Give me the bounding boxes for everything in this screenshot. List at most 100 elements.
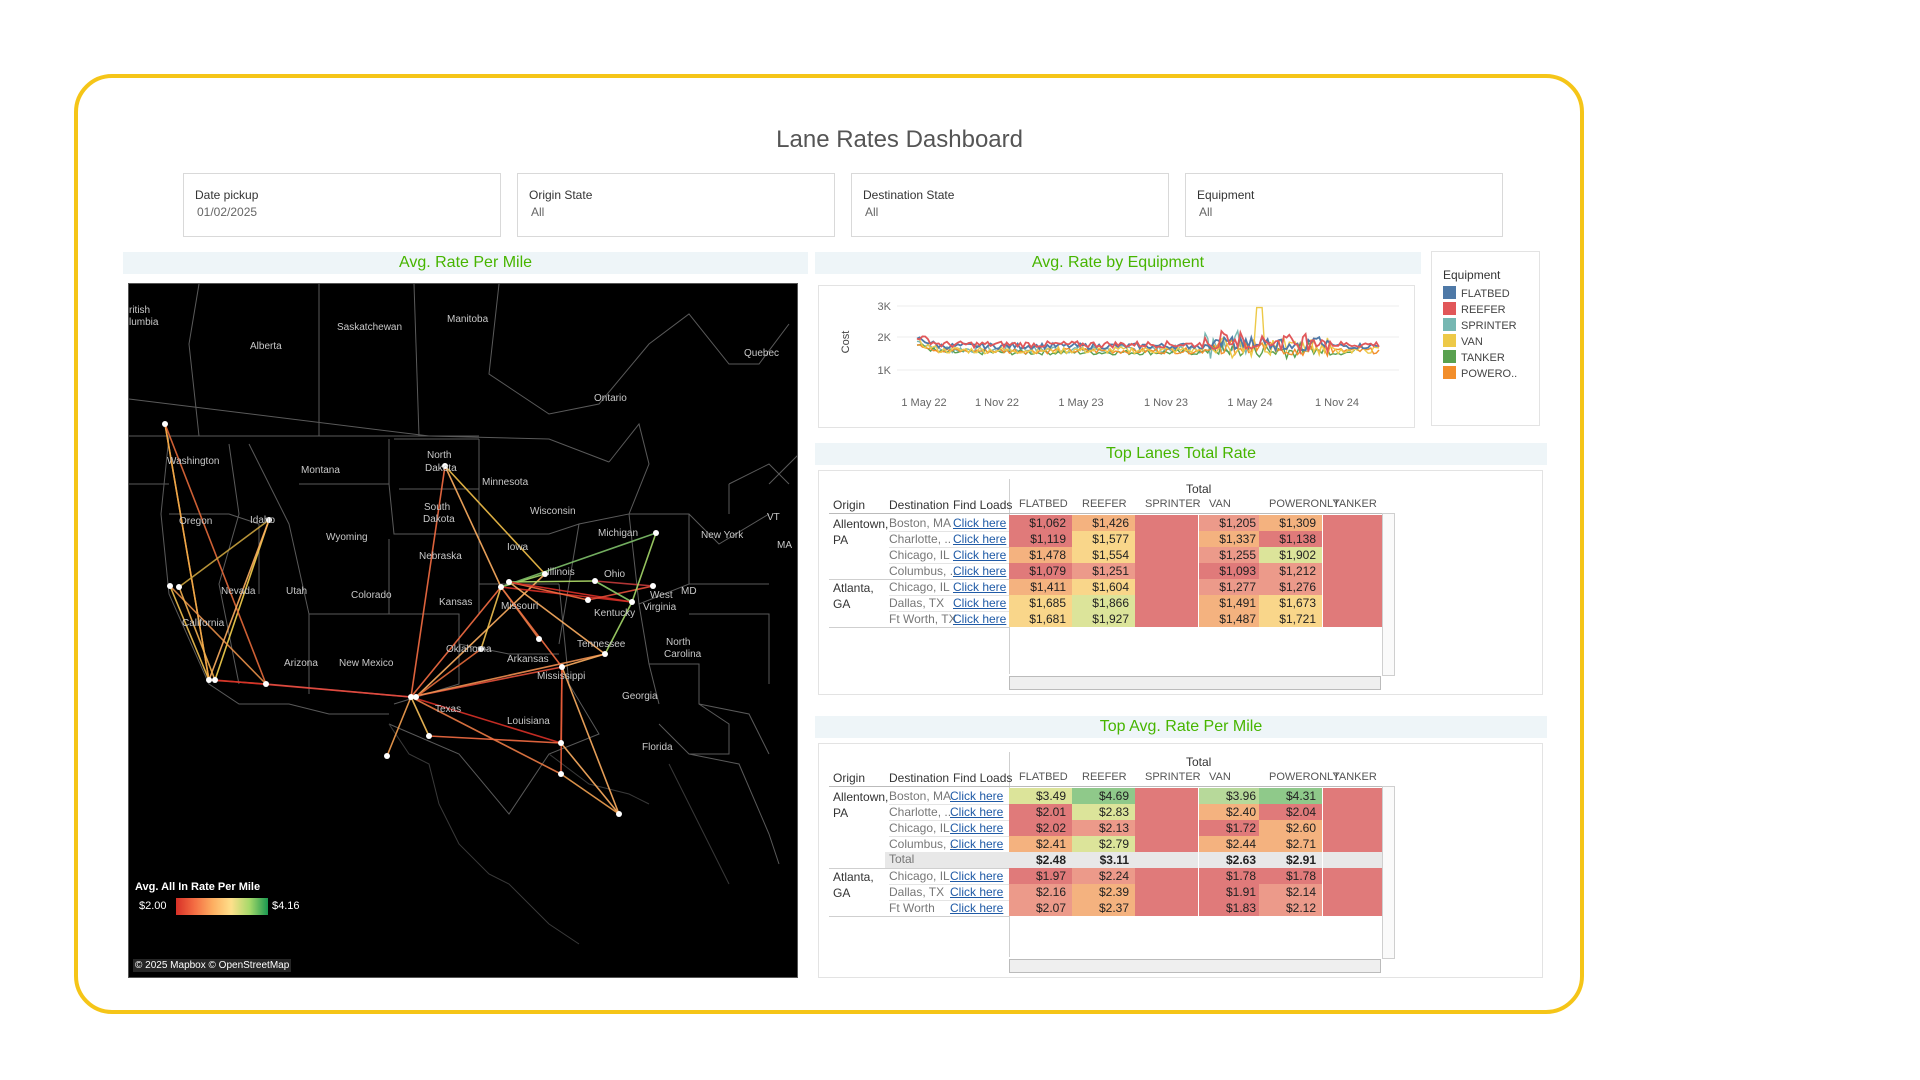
find-loads-link[interactable]: Click here <box>953 612 1007 626</box>
rate-cell[interactable]: $1.72 <box>1199 820 1262 836</box>
rate-cell[interactable]: $1,138 <box>1259 531 1322 547</box>
rate-cell[interactable]: $1,902 <box>1259 547 1322 563</box>
rate-cell[interactable]: $1.78 <box>1259 868 1322 884</box>
rate-cell[interactable]: $1,411 <box>1009 579 1072 595</box>
legend-item-flatbed[interactable]: FLATBED <box>1443 286 1510 300</box>
find-loads-link[interactable]: Click here <box>953 548 1007 562</box>
find-loads-link[interactable]: Click here <box>950 901 1004 915</box>
find-loads-link[interactable]: Click here <box>950 821 1004 835</box>
legend-item-van[interactable]: VAN <box>1443 334 1483 348</box>
rate-cell[interactable]: $2.04 <box>1259 804 1322 820</box>
rate-cell[interactable] <box>1135 820 1198 836</box>
rate-cell[interactable]: $1,255 <box>1199 547 1262 563</box>
column-header-poweronly[interactable]: POWERONLY <box>1269 771 1340 783</box>
column-header-tanker[interactable]: TANKER <box>1333 498 1377 510</box>
rate-cell[interactable]: $1,212 <box>1259 563 1322 579</box>
rate-cell[interactable] <box>1135 836 1198 852</box>
filter-value[interactable]: 01/02/2025 <box>197 205 258 219</box>
rate-per-mile-map[interactable]: ritish lumbia Alberta Saskatchewan Manit… <box>128 283 798 978</box>
find-loads-link[interactable]: Click here <box>950 805 1004 819</box>
rate-cell[interactable]: $2.14 <box>1259 884 1322 900</box>
rate-cell[interactable]: $1,205 <box>1199 515 1262 531</box>
rate-cell[interactable] <box>1323 515 1386 531</box>
rate-cell[interactable]: $2.60 <box>1259 820 1322 836</box>
column-header-reefer[interactable]: REEFER <box>1082 498 1127 510</box>
column-header-sprinter[interactable]: SPRINTER <box>1145 498 1201 510</box>
rate-cell[interactable] <box>1323 788 1386 804</box>
find-loads-link[interactable]: Click here <box>953 580 1007 594</box>
legend-item-reefer[interactable]: REEFER <box>1443 302 1506 316</box>
column-header-tanker[interactable]: TANKER <box>1333 771 1377 783</box>
rate-cell[interactable]: $1,251 <box>1072 563 1135 579</box>
rate-cell[interactable] <box>1323 547 1386 563</box>
rate-cell[interactable] <box>1135 900 1198 916</box>
map-attribution[interactable]: © 2025 Mapbox © OpenStreetMap <box>133 959 292 972</box>
rate-cell[interactable] <box>1135 579 1198 595</box>
rate-cell[interactable]: $2.40 <box>1199 804 1262 820</box>
find-loads-link[interactable]: Click here <box>953 564 1007 578</box>
rate-cell[interactable] <box>1135 611 1198 627</box>
vertical-scrollbar[interactable] <box>1382 786 1395 959</box>
rate-cell[interactable] <box>1323 868 1386 884</box>
rate-cell[interactable] <box>1135 515 1198 531</box>
map-canvas[interactable]: ritish lumbia Alberta Saskatchewan Manit… <box>129 284 798 978</box>
rate-cell[interactable]: $1,079 <box>1009 563 1072 579</box>
filter-date-pickup[interactable]: Date pickup 01/02/2025 <box>183 173 501 237</box>
rate-cell[interactable] <box>1323 531 1386 547</box>
rate-cell[interactable] <box>1135 804 1198 820</box>
rate-cell[interactable]: $1,062 <box>1009 515 1072 531</box>
legend-item-tanker[interactable]: TANKER <box>1443 350 1505 364</box>
find-loads-link[interactable]: Click here <box>950 869 1004 883</box>
subtotal-cell[interactable]: $3.11 <box>1072 852 1135 868</box>
rate-cell[interactable]: $2.07 <box>1009 900 1072 916</box>
rate-cell[interactable]: $1,426 <box>1072 515 1135 531</box>
column-header-reefer[interactable]: REEFER <box>1082 771 1127 783</box>
rate-cell[interactable]: $2.41 <box>1009 836 1072 852</box>
top-rpm-table[interactable]: Total Origin Destination Find Loads FLATBED R… <box>818 743 1543 978</box>
rate-cell[interactable]: $2.39 <box>1072 884 1135 900</box>
find-loads-link[interactable]: Click here <box>950 837 1004 851</box>
rate-cell[interactable]: $1,478 <box>1009 547 1072 563</box>
rate-cell[interactable]: $1,487 <box>1199 611 1262 627</box>
column-header-van[interactable]: VAN <box>1209 771 1231 783</box>
rate-cell[interactable] <box>1323 611 1386 627</box>
rate-cell[interactable] <box>1135 531 1198 547</box>
rate-cell[interactable]: $4.31 <box>1259 788 1322 804</box>
find-loads-link[interactable]: Click here <box>950 789 1004 803</box>
subtotal-cell[interactable] <box>1323 852 1386 868</box>
rate-cell[interactable]: $1,119 <box>1009 531 1072 547</box>
rate-cell[interactable]: $1,681 <box>1009 611 1072 627</box>
rate-cell[interactable]: $1,673 <box>1259 595 1322 611</box>
rate-cell[interactable]: $2.24 <box>1072 868 1135 884</box>
rate-cell[interactable]: $1,577 <box>1072 531 1135 547</box>
rate-cell[interactable]: $1,309 <box>1259 515 1322 531</box>
subtotal-cell[interactable] <box>1135 852 1198 868</box>
filter-equipment[interactable]: Equipment All <box>1185 173 1503 237</box>
rate-cell[interactable] <box>1323 820 1386 836</box>
rate-cell[interactable] <box>1135 868 1198 884</box>
equipment-line-chart[interactable]: Cost 3K 2K 1K 1 May 22 1 Nov 22 1 May 23… <box>818 285 1415 428</box>
rate-cell[interactable]: $4.69 <box>1072 788 1135 804</box>
subtotal-cell[interactable]: $2.48 <box>1009 852 1072 868</box>
rate-cell[interactable] <box>1135 547 1198 563</box>
rate-cell[interactable]: $2.12 <box>1259 900 1322 916</box>
rate-cell[interactable]: $1.97 <box>1009 868 1072 884</box>
horizontal-scrollbar[interactable] <box>1009 959 1381 973</box>
column-header-flatbed[interactable]: FLATBED <box>1019 498 1068 510</box>
find-loads-link[interactable]: Click here <box>953 596 1007 610</box>
rate-cell[interactable]: $2.83 <box>1072 804 1135 820</box>
rate-cell[interactable] <box>1135 563 1198 579</box>
rate-cell[interactable]: $2.13 <box>1072 820 1135 836</box>
filter-value[interactable]: All <box>1199 205 1213 219</box>
rate-cell[interactable] <box>1323 579 1386 595</box>
rate-cell[interactable] <box>1135 595 1198 611</box>
horizontal-scrollbar[interactable] <box>1009 676 1381 690</box>
legend-item-sprinter[interactable]: SPRINTER <box>1443 318 1517 332</box>
rate-cell[interactable]: $1,604 <box>1072 579 1135 595</box>
find-loads-link[interactable]: Click here <box>953 516 1007 530</box>
rate-cell[interactable]: $1,277 <box>1199 579 1262 595</box>
subtotal-cell[interactable]: $2.63 <box>1199 852 1262 868</box>
rate-cell[interactable]: $1.83 <box>1199 900 1262 916</box>
legend-item-poweronly[interactable]: POWERO.. <box>1443 366 1517 380</box>
vertical-scrollbar[interactable] <box>1382 513 1395 676</box>
